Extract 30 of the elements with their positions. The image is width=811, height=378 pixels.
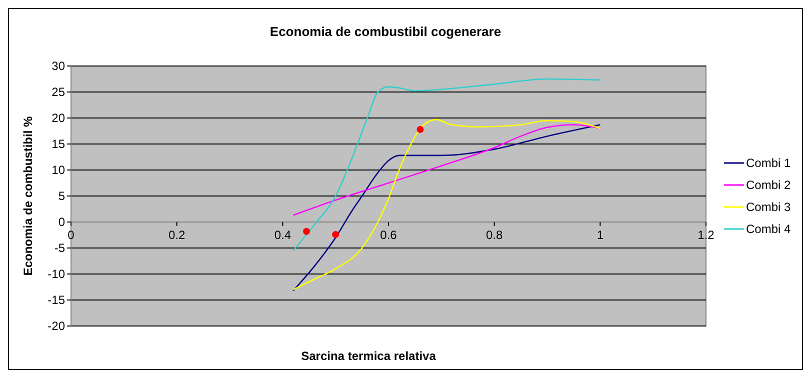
legend-label: Combi 4 [746, 222, 792, 236]
y-tick-label: 15 [52, 137, 66, 151]
x-tick-label: 0.4 [274, 228, 292, 242]
x-tick-label: 0.8 [486, 228, 503, 242]
point [416, 126, 424, 133]
point [302, 228, 310, 235]
x-axis-title: Sarcina termica relativa [301, 349, 436, 363]
y-tick-label: 5 [58, 189, 66, 203]
y-axis-title: Economia de combustibil % [21, 116, 35, 276]
line-series [292, 124, 601, 216]
point [332, 230, 340, 238]
y-tick-label: -10 [48, 267, 66, 281]
x-tick-label: 0.2 [168, 228, 186, 242]
y-tick-label: 20 [52, 111, 66, 125]
legend-label: Combi 1 [746, 156, 792, 170]
x-tick-label: 0 [68, 228, 75, 242]
x-tick-label: 1.2 [698, 228, 715, 242]
y-tick-label: 10 [52, 163, 66, 177]
chart-title: Economia de combustibil cogenerare [270, 24, 502, 39]
x-tick-label: 0.6 [380, 228, 398, 242]
legend-label: Combi 3 [746, 200, 792, 214]
y-tick-label: -20 [48, 319, 66, 333]
y-tick-label: 30 [52, 59, 66, 73]
y-tick-label: 0 [58, 215, 66, 229]
y-tick-label: 25 [52, 85, 66, 99]
line-series [292, 78, 601, 252]
x-tick-label: 1 [596, 228, 604, 242]
y-tick-label: -5 [54, 241, 66, 255]
y-tick-label: -15 [48, 293, 66, 307]
legend-label: Combi 2 [746, 178, 792, 192]
